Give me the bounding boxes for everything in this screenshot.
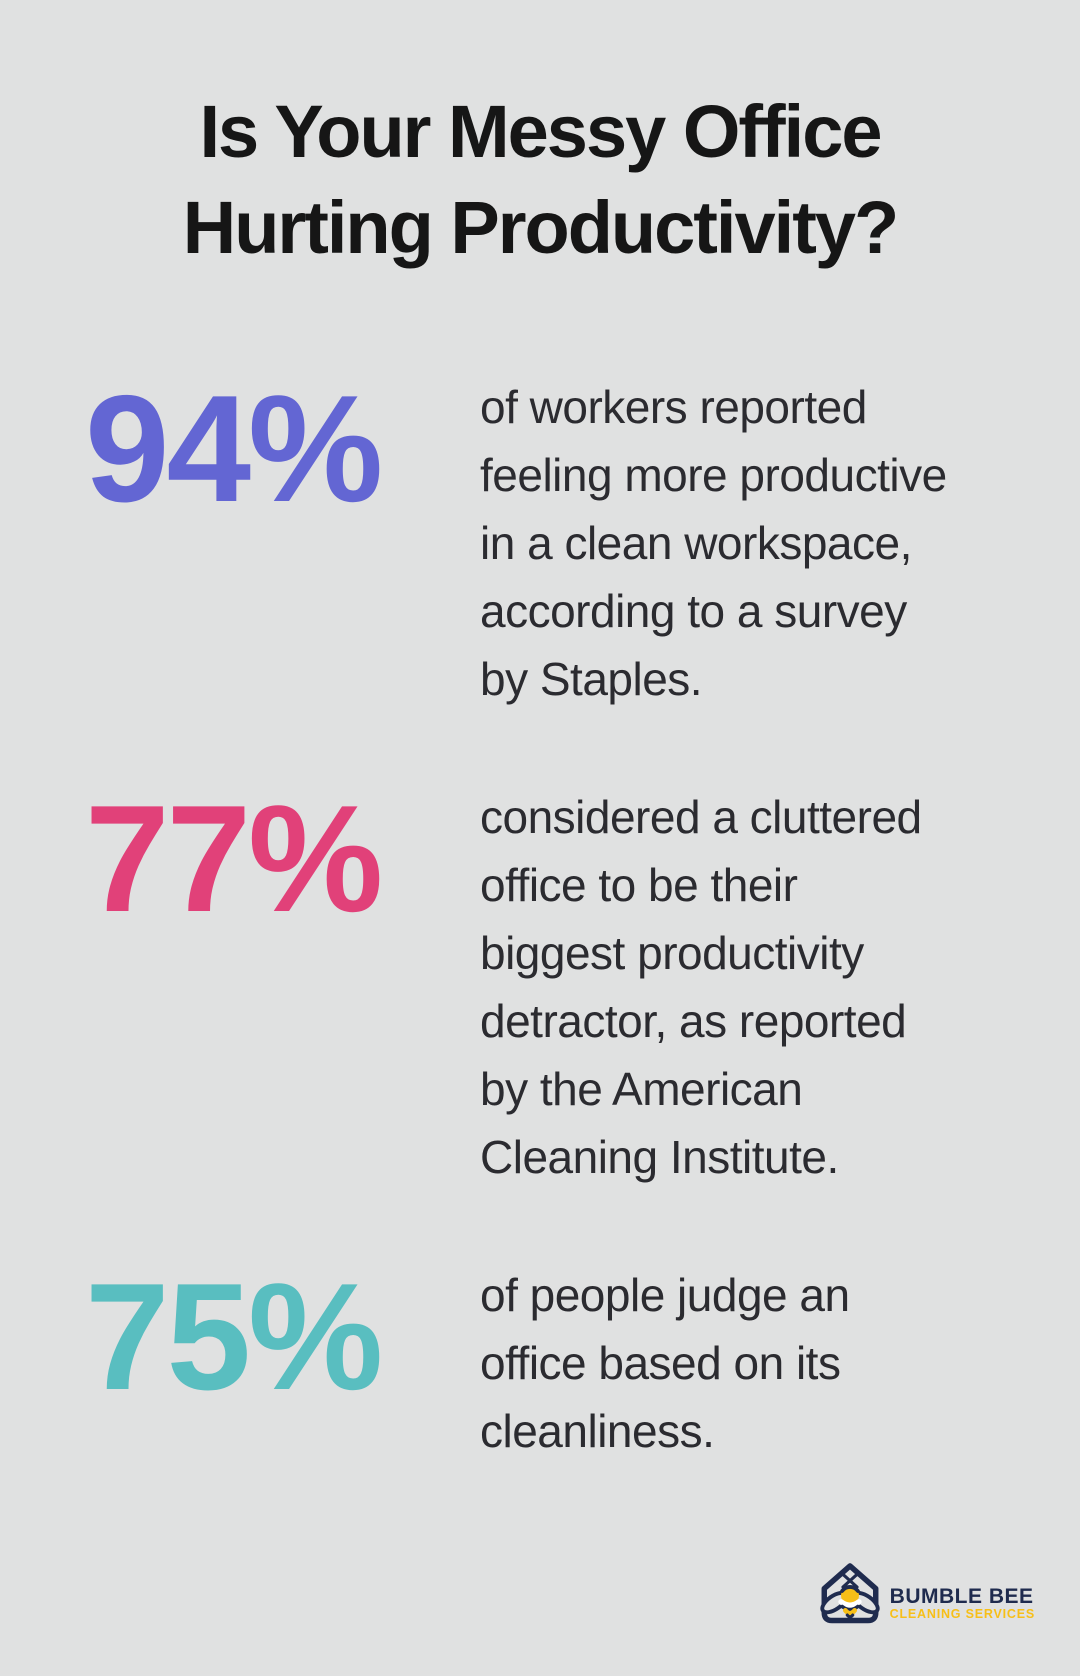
bee-in-house-icon (819, 1563, 880, 1624)
stat-value-77: 77% (85, 774, 383, 944)
stat-section-94: 94% of workers reported feeling more pro… (0, 373, 1080, 713)
stat-section-75: 75% of people judge an office based on i… (0, 1261, 1080, 1465)
stats-sections: 94% of workers reported feeling more pro… (0, 373, 1080, 1465)
page-title: Is Your Messy Office Hurting Productivity… (0, 0, 1080, 276)
logo-brand-name: BUMBLE BEE (889, 1585, 1034, 1608)
footer-logo: BUMBLE BEE CLEANING SERVICES (811, 1558, 1035, 1630)
stat-description-77: considered a cluttered office to be thei… (480, 791, 922, 1183)
stat-description-75: of people judge an office based on its c… (480, 1269, 850, 1457)
stat-value-75: 75% (85, 1252, 383, 1422)
stat-description-94: of workers reported feeling more product… (480, 381, 947, 705)
stat-section-77: 77% considered a cluttered office to be … (0, 783, 1080, 1191)
logo-tagline: CLEANING SERVICES (889, 1607, 1035, 1621)
page-title-line2: Hurting Productivity? (182, 186, 899, 269)
page-title-line1: Is Your Messy Office (199, 90, 882, 173)
logo-text: BUMBLE BEE CLEANING SERVICES (889, 1585, 1035, 1621)
stat-value-94: 94% (85, 364, 383, 534)
